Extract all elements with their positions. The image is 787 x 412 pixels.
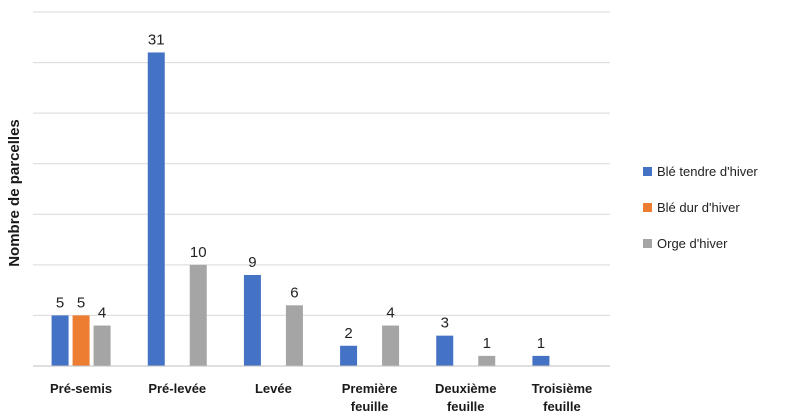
data-label: 2: [344, 325, 352, 342]
x-tick-label: Pré-semis: [50, 381, 112, 396]
data-label: 1: [483, 335, 491, 352]
bar: [189, 264, 207, 366]
x-tick-label: Deuxième feuille: [435, 381, 496, 412]
data-label: 5: [77, 294, 85, 311]
legend-swatch: [643, 167, 652, 176]
legend-label: Blé tendre d'hiver: [657, 164, 758, 179]
bar: [72, 315, 90, 366]
bar: [340, 345, 358, 366]
bars: [51, 52, 550, 366]
legend: Blé tendre d'hiver Blé dur d'hiver Orge d'…: [643, 164, 758, 251]
data-label: 6: [290, 284, 298, 301]
bar: [243, 274, 261, 366]
data-label: 31: [148, 31, 165, 48]
bar: [532, 355, 550, 366]
x-tick-labels: Pré-semis Pré-levée Levée Première feuille De…: [50, 381, 592, 412]
bar: [478, 355, 496, 366]
data-label: 5: [56, 294, 64, 311]
x-tick-label: Première feuille: [342, 381, 398, 412]
bar: [285, 305, 303, 366]
x-tick-label: Levée: [255, 381, 292, 396]
data-label: 3: [441, 315, 449, 332]
legend-swatch: [643, 203, 652, 212]
bar: [147, 52, 165, 366]
data-label: 4: [386, 305, 394, 322]
x-tick-label: Pré-levée: [148, 381, 206, 396]
bar: [51, 315, 69, 366]
legend-label: Orge d'hiver: [657, 236, 728, 251]
bar: [93, 325, 111, 366]
legend-label: Blé dur d'hiver: [657, 200, 740, 215]
data-label: 1: [537, 335, 545, 352]
x-tick-label: Troisième feuille: [532, 381, 593, 412]
legend-swatch: [643, 239, 652, 248]
data-label: 4: [98, 305, 106, 322]
y-axis-label: Nombre de parcelles: [6, 119, 23, 267]
gridlines: [33, 11, 610, 316]
data-label: 9: [248, 254, 256, 271]
bar: [436, 335, 454, 366]
data-label: 10: [190, 244, 207, 261]
bar: [382, 325, 400, 366]
